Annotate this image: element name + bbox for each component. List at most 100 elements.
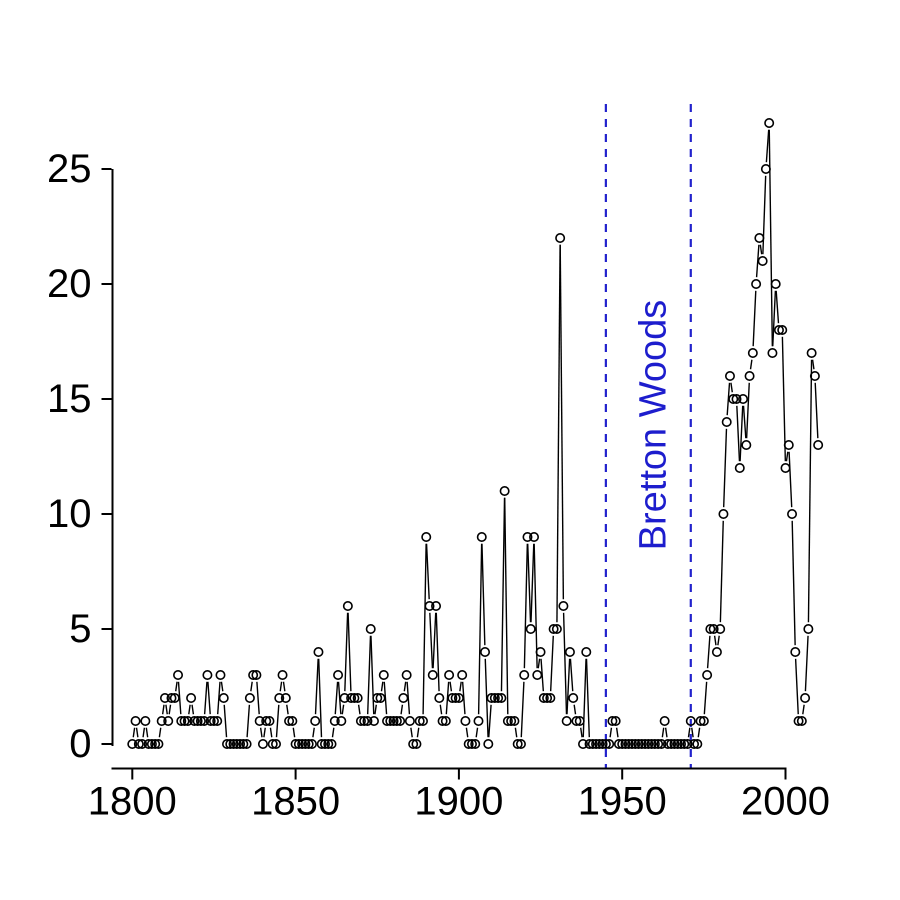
series-point (215, 669, 226, 680)
series-segment (223, 704, 228, 738)
series-point (672, 738, 683, 749)
series-point (323, 738, 334, 749)
series-point (408, 738, 419, 749)
series-point (310, 715, 321, 726)
series-segment (347, 612, 352, 692)
series-point (365, 623, 376, 634)
series-point (137, 738, 148, 749)
series-segment (459, 681, 462, 692)
series-point (643, 738, 654, 749)
series-point (411, 738, 422, 749)
series-segment (523, 543, 529, 669)
series-point (787, 508, 798, 519)
series-point (228, 738, 239, 749)
series-point (783, 439, 794, 450)
series-segment (432, 612, 437, 669)
series-point (597, 738, 608, 749)
series-point (424, 600, 435, 611)
series-point (166, 692, 177, 703)
series-point (274, 692, 285, 703)
series-point (382, 715, 393, 726)
series-segment (687, 727, 691, 738)
series-segment (772, 290, 777, 347)
series-point (333, 669, 344, 680)
series-point (512, 738, 523, 749)
crisis-count-series (127, 118, 824, 749)
series-point (519, 669, 530, 680)
series-point (212, 715, 223, 726)
series-segment (334, 681, 339, 715)
series-point (675, 738, 686, 749)
series-segment (477, 543, 483, 715)
series-segment (168, 704, 172, 715)
series-point (476, 531, 487, 542)
series-point (594, 738, 605, 749)
series-point (529, 531, 540, 542)
series-point (437, 715, 448, 726)
series-point (349, 692, 360, 703)
series-segment (664, 727, 668, 738)
series-point (404, 715, 415, 726)
series-point (186, 692, 197, 703)
series-segment (794, 658, 799, 715)
series-point (542, 692, 553, 703)
series-point (169, 692, 180, 703)
x-tick-label: 1950 (578, 780, 667, 824)
y-tick-label: 0 (69, 722, 91, 766)
series-segment (582, 658, 587, 738)
series-segment (504, 497, 509, 715)
series-segment (366, 635, 372, 715)
series-segment (537, 658, 541, 669)
series-segment (439, 704, 443, 715)
series-point (375, 692, 386, 703)
series-point (613, 738, 624, 749)
series-segment (520, 681, 525, 738)
series-segment (318, 658, 323, 738)
series-point (359, 715, 370, 726)
series-point (610, 715, 621, 726)
series-point (231, 738, 242, 749)
series-point (150, 738, 161, 749)
y-tick-label: 10 (47, 492, 92, 536)
series-segment (580, 727, 583, 738)
series-point (734, 462, 745, 473)
series-point (189, 715, 200, 726)
series-segment (246, 704, 251, 738)
series-point (470, 738, 481, 749)
series-point (205, 715, 216, 726)
series-point (483, 738, 494, 749)
series-point (297, 738, 308, 749)
series-point (398, 692, 409, 703)
series-point (685, 715, 696, 726)
series-point (362, 715, 373, 726)
series-point (813, 439, 824, 450)
series-point (218, 692, 229, 703)
series-segment (533, 543, 538, 669)
series-point (721, 416, 732, 427)
series-segment (380, 681, 384, 692)
series-point (414, 715, 425, 726)
series-point (669, 738, 680, 749)
series-point (254, 715, 265, 726)
series-point (702, 669, 713, 680)
series-point (578, 738, 589, 749)
series-segment (811, 359, 815, 370)
series-segment (719, 520, 724, 623)
series-point (496, 692, 507, 703)
series-segment (481, 543, 486, 646)
series-point (339, 692, 350, 703)
series-point (770, 278, 781, 289)
y-tick-label: 25 (47, 147, 92, 191)
y-tick-label: 15 (47, 377, 92, 421)
series-point (568, 692, 579, 703)
series-segment (609, 727, 613, 738)
series-point (303, 738, 314, 749)
series-point (506, 715, 517, 726)
series-point (153, 738, 164, 749)
series-segment (722, 428, 728, 508)
series-segment (135, 727, 139, 738)
series-point (653, 738, 664, 749)
series-point (431, 600, 442, 611)
series-segment (549, 635, 554, 692)
